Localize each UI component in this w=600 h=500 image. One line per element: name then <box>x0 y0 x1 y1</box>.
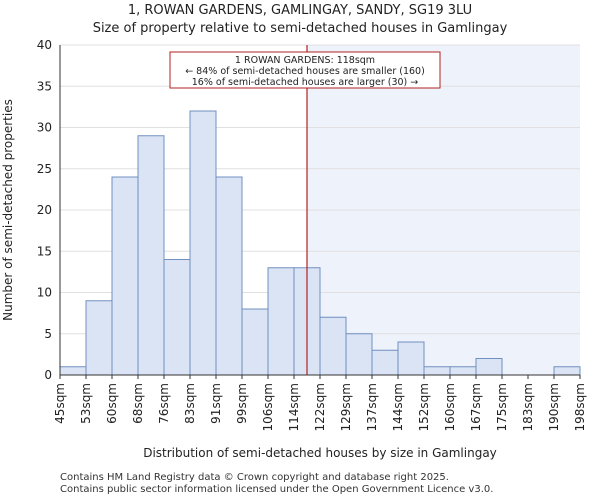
x-tick-label: 114sqm <box>287 383 301 431</box>
bar <box>423 366 451 376</box>
y-tick-label: 15 <box>37 244 52 258</box>
annotation-line-2: ← 84% of semi-detached houses are smalle… <box>185 66 425 77</box>
x-tick-label: 45sqm <box>53 383 67 424</box>
x-tick-label: 190sqm <box>547 383 561 431</box>
x-tick-label: 152sqm <box>417 383 431 431</box>
y-tick-label: 5 <box>44 327 52 341</box>
x-tick-label: 60sqm <box>105 383 119 424</box>
x-tick-label: 53sqm <box>79 383 93 424</box>
x-tick-label: 175sqm <box>495 383 509 431</box>
annotation-line-3: 16% of semi-detached houses are larger (… <box>192 77 419 88</box>
x-tick-label: 106sqm <box>261 383 275 431</box>
chart-title: 1, ROWAN GARDENS, GAMLINGAY, SANDY, SG19… <box>127 3 473 18</box>
footer-line-2: Contains public sector information licen… <box>60 484 494 495</box>
x-tick-label: 129sqm <box>339 383 353 431</box>
y-tick-label: 40 <box>37 38 52 52</box>
x-tick-label: 167sqm <box>469 383 483 431</box>
x-tick-label: 76sqm <box>157 383 171 424</box>
bar <box>553 366 581 376</box>
x-tick-label: 83sqm <box>183 383 197 424</box>
bar <box>241 308 269 376</box>
y-tick-label: 35 <box>37 79 52 93</box>
footer-line-1: Contains HM Land Registry data © Crown c… <box>60 472 449 483</box>
annotation-line-1: 1 ROWAN GARDENS: 118sqm <box>235 55 375 66</box>
x-tick-label: 144sqm <box>391 383 405 431</box>
bar <box>345 333 373 376</box>
x-axis-label: Distribution of semi-detached houses by … <box>143 446 497 460</box>
bar <box>111 176 139 376</box>
y-axis-label: Number of semi-detached properties <box>1 99 15 321</box>
annotation-box <box>169 51 441 89</box>
x-tick-label: 99sqm <box>235 383 249 424</box>
bar <box>59 366 87 376</box>
bar <box>319 316 347 376</box>
bar <box>475 358 503 376</box>
bar <box>137 135 165 376</box>
bar <box>215 176 243 376</box>
bar <box>267 267 295 376</box>
y-tick-label: 20 <box>37 203 52 217</box>
x-tick-label: 160sqm <box>443 383 457 431</box>
y-tick-label: 30 <box>37 121 52 135</box>
chart-title-block: 1, ROWAN GARDENS, GAMLINGAY, SANDY, SG19… <box>0 2 600 38</box>
x-tick-label: 183sqm <box>521 383 535 431</box>
bar <box>397 341 425 376</box>
bar <box>189 110 217 376</box>
x-tick-label: 68sqm <box>131 383 145 424</box>
x-tick-label: 137sqm <box>365 383 379 431</box>
y-tick-label: 0 <box>44 368 52 382</box>
x-tick-label: 198sqm <box>573 383 587 431</box>
x-tick-label: 91sqm <box>209 383 223 424</box>
bar <box>449 366 477 376</box>
bar <box>85 300 113 376</box>
bar <box>371 349 399 376</box>
bar <box>163 259 191 376</box>
x-tick-label: 122sqm <box>313 383 327 431</box>
y-tick-label: 25 <box>37 162 52 176</box>
chart-subtitle: Size of property relative to semi-detach… <box>92 21 508 36</box>
y-tick-label: 10 <box>37 286 52 300</box>
